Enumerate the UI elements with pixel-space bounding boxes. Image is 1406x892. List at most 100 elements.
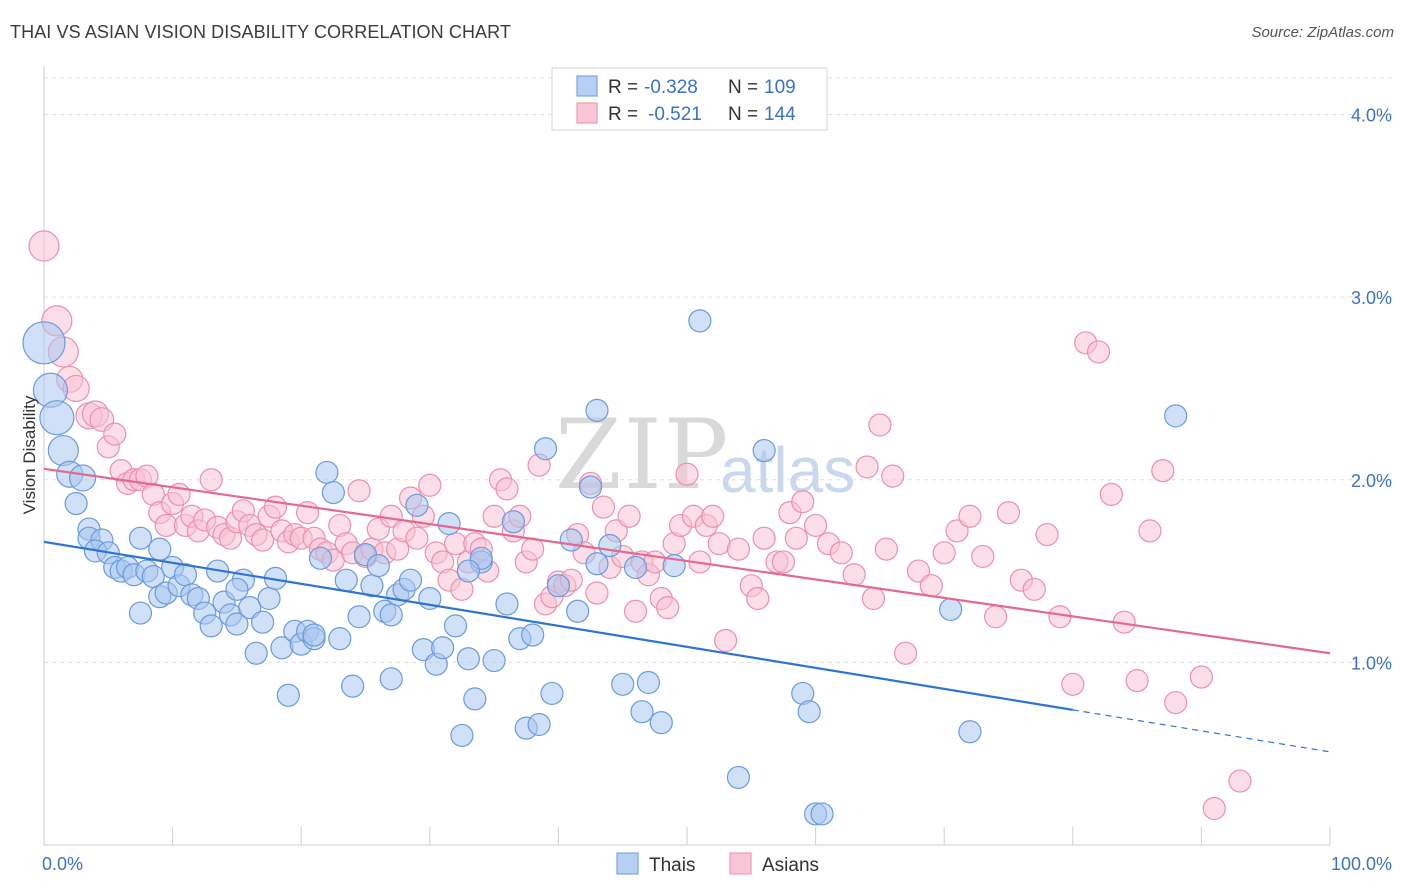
data-point bbox=[418, 473, 442, 497]
data-point bbox=[803, 513, 828, 538]
data-point bbox=[713, 628, 738, 653]
data-point bbox=[707, 532, 731, 556]
data-point bbox=[829, 541, 853, 565]
data-point bbox=[437, 511, 461, 536]
legend-bottom: Thais Asians bbox=[616, 852, 819, 876]
data-point bbox=[1164, 404, 1188, 428]
data-point bbox=[251, 528, 275, 552]
data-point bbox=[225, 577, 249, 601]
data-point bbox=[527, 712, 551, 737]
data-point bbox=[868, 413, 892, 437]
data-point bbox=[675, 462, 699, 486]
data-point bbox=[1151, 459, 1175, 483]
data-point bbox=[103, 422, 127, 446]
asians-points bbox=[28, 230, 1252, 821]
data-point bbox=[726, 765, 751, 790]
data-point bbox=[482, 504, 506, 528]
data-point bbox=[688, 309, 712, 333]
data-point bbox=[379, 667, 403, 691]
data-point bbox=[379, 603, 403, 627]
data-point bbox=[585, 581, 609, 605]
legend-thais-n-value: 109 bbox=[764, 77, 796, 98]
data-point bbox=[328, 627, 352, 651]
data-point bbox=[894, 641, 918, 665]
thais-trend-line bbox=[43, 540, 1073, 711]
data-point bbox=[939, 597, 963, 622]
data-point bbox=[456, 559, 480, 583]
data-point bbox=[238, 595, 262, 620]
data-point bbox=[906, 559, 931, 583]
source-credit: Source: ZipAtlas.com bbox=[1251, 24, 1394, 41]
data-point bbox=[148, 537, 172, 561]
data-point bbox=[797, 700, 821, 724]
data-point bbox=[623, 599, 648, 623]
data-point bbox=[22, 321, 66, 365]
legend-asians-r-value: -0.521 bbox=[648, 104, 702, 125]
asians-trend-line bbox=[43, 467, 1331, 655]
legend-asians-n-value: 144 bbox=[764, 104, 796, 125]
legend-bottom-thais-label: Thais bbox=[649, 855, 695, 876]
data-point bbox=[881, 464, 905, 488]
data-point bbox=[495, 477, 519, 501]
data-point bbox=[257, 586, 281, 611]
data-point bbox=[1138, 519, 1162, 543]
data-point bbox=[463, 687, 487, 711]
data-point bbox=[636, 670, 661, 695]
y-axis-label: Vision Disability bbox=[20, 395, 39, 514]
data-point bbox=[64, 491, 88, 516]
data-point bbox=[456, 647, 480, 671]
data-point bbox=[443, 614, 468, 638]
data-point bbox=[984, 605, 1008, 629]
watermark-atlas: atlas bbox=[720, 434, 855, 506]
data-point bbox=[874, 537, 898, 561]
data-point bbox=[302, 623, 326, 647]
data-point bbox=[701, 504, 725, 528]
data-point bbox=[855, 455, 879, 479]
y-tick-label: 4.0% bbox=[1351, 106, 1392, 126]
data-point bbox=[1228, 769, 1252, 793]
thais-points bbox=[22, 309, 1188, 826]
data-point bbox=[128, 601, 153, 625]
data-point bbox=[28, 230, 60, 262]
data-point bbox=[334, 568, 358, 592]
data-point bbox=[128, 526, 153, 550]
data-point bbox=[199, 614, 223, 638]
data-point bbox=[784, 526, 808, 550]
data-point bbox=[1035, 522, 1059, 547]
legend-thais-n-label: N = bbox=[728, 77, 758, 98]
data-point bbox=[958, 504, 982, 528]
data-point bbox=[1086, 340, 1111, 364]
data-point bbox=[405, 526, 429, 550]
thais-trend-extension bbox=[1072, 709, 1331, 753]
data-point bbox=[752, 526, 776, 550]
data-point bbox=[752, 438, 776, 463]
trend-lines bbox=[43, 467, 1331, 753]
data-point bbox=[996, 501, 1021, 525]
data-point bbox=[521, 537, 545, 561]
data-point bbox=[649, 711, 673, 735]
data-point bbox=[791, 490, 815, 514]
data-point bbox=[199, 468, 223, 492]
y-tick-label: 3.0% bbox=[1351, 288, 1392, 308]
data-point bbox=[366, 553, 390, 578]
legend-top: R = -0.328 N = 109 R = -0.521 N = 144 bbox=[551, 67, 828, 131]
data-point bbox=[771, 550, 796, 574]
data-point bbox=[315, 460, 339, 485]
data-point bbox=[263, 495, 288, 519]
data-point bbox=[945, 519, 969, 543]
data-point bbox=[1061, 672, 1085, 696]
data-point bbox=[244, 641, 268, 665]
data-point bbox=[1189, 665, 1214, 689]
data-point bbox=[861, 586, 886, 611]
data-point bbox=[546, 574, 571, 598]
y-tick-labels: 1.0% 2.0% 3.0% 4.0% bbox=[1351, 106, 1392, 674]
x-tick-label-min: 0.0% bbox=[42, 854, 83, 874]
data-point bbox=[932, 541, 956, 565]
data-point bbox=[810, 802, 834, 826]
data-point bbox=[533, 437, 558, 461]
data-point bbox=[321, 480, 345, 505]
data-point bbox=[1202, 796, 1226, 821]
data-point bbox=[919, 574, 943, 598]
data-point bbox=[347, 479, 371, 503]
data-point bbox=[598, 533, 622, 558]
